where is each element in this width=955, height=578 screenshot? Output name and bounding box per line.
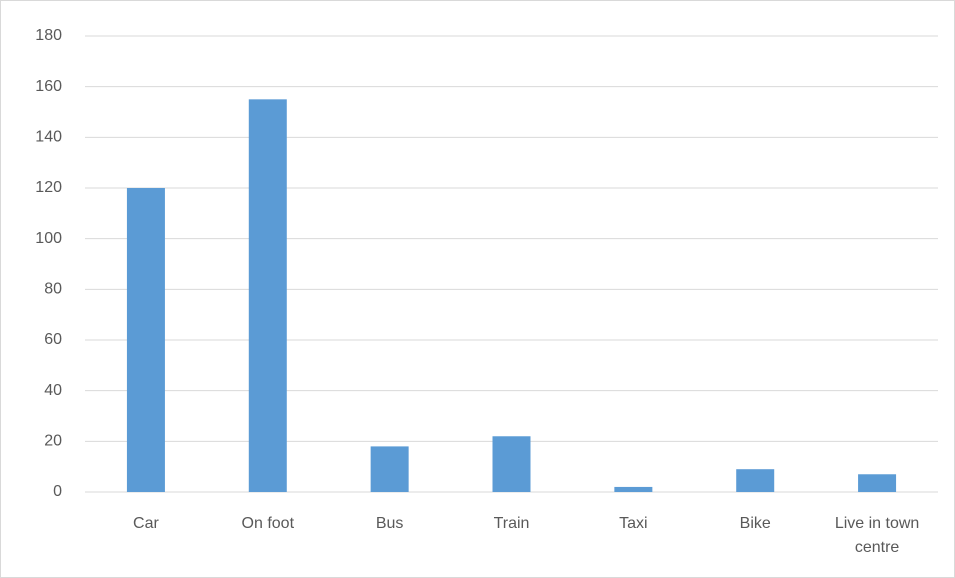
y-tick-label: 160 <box>35 78 62 95</box>
bar <box>248 99 287 492</box>
bar <box>614 486 653 492</box>
x-tick-label: On foot <box>242 515 295 532</box>
x-tick-label: Car <box>133 515 159 532</box>
y-tick-label: 120 <box>35 179 62 196</box>
x-tick-label: Bus <box>376 515 404 532</box>
y-tick-label: 60 <box>44 331 62 348</box>
y-tick-label: 80 <box>44 281 62 298</box>
bar <box>858 474 897 492</box>
y-tick-label: 180 <box>35 27 62 44</box>
x-tick-label: Taxi <box>619 515 647 532</box>
y-tick-label: 0 <box>53 483 62 500</box>
bar <box>370 446 409 492</box>
x-tick-label: Train <box>494 515 530 532</box>
y-tick-label: 40 <box>44 382 62 399</box>
bar <box>492 436 531 492</box>
y-tick-label: 20 <box>44 433 62 450</box>
bar <box>126 188 165 492</box>
y-tick-label: 100 <box>35 230 62 247</box>
y-tick-label: 140 <box>35 129 62 146</box>
x-tick-label: Bike <box>740 515 771 532</box>
bar <box>736 469 775 492</box>
x-tick-label: Live in town centre <box>835 515 920 556</box>
